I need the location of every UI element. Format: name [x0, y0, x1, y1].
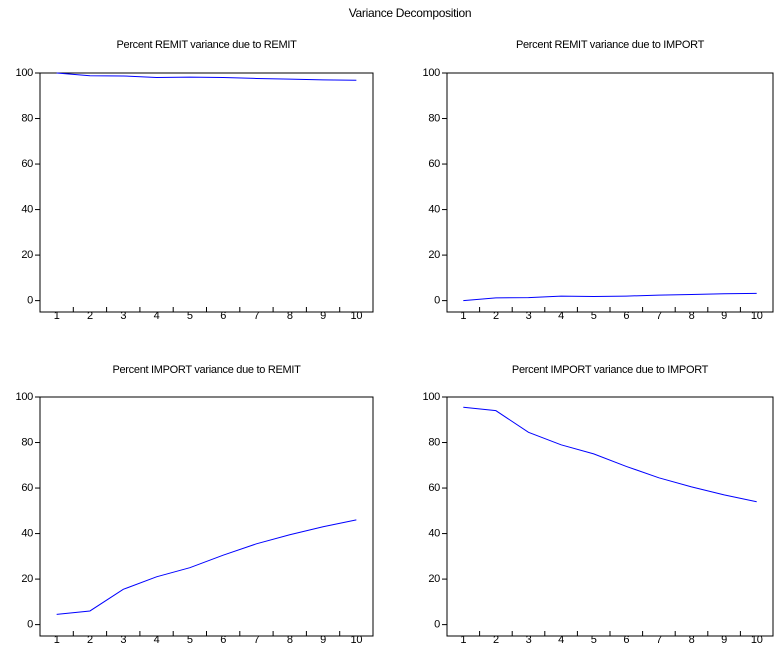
x-tick-label: 5	[591, 634, 597, 646]
y-tick-label: 60	[428, 482, 440, 494]
x-tick-label: 3	[120, 634, 126, 646]
line-series	[463, 406, 757, 503]
x-tick-label: 3	[120, 310, 126, 322]
plot-frame	[446, 72, 774, 313]
plot-frame	[446, 396, 774, 637]
x-tick-label: 10	[751, 634, 763, 646]
y-tick-label: 20	[428, 249, 440, 261]
y-tick-label: 20	[428, 573, 440, 585]
plot-frame	[39, 396, 374, 637]
x-tick-label: 4	[558, 310, 564, 322]
y-tick-label: 100	[423, 391, 441, 403]
x-tick-label: 7	[254, 634, 260, 646]
x-tick-label: 2	[493, 634, 499, 646]
x-tick-label: 10	[351, 634, 363, 646]
y-tick-label: 40	[428, 203, 440, 215]
x-tick-label: 4	[154, 310, 160, 322]
x-tick-label: 2	[87, 310, 93, 322]
x-tick-label: 6	[220, 634, 226, 646]
x-tick-label: 10	[351, 310, 363, 322]
figure-title: Variance Decomposition	[349, 6, 472, 20]
y-tick-label: 20	[21, 249, 33, 261]
chart-title: Percent REMIT variance due to IMPORT	[516, 39, 705, 51]
y-tick-label: 0	[434, 295, 440, 307]
x-tick-label: 3	[526, 634, 532, 646]
y-tick-label: 40	[21, 527, 33, 539]
x-tick-label: 8	[287, 310, 293, 322]
x-tick-label: 8	[287, 634, 293, 646]
x-tick-label: 5	[591, 310, 597, 322]
x-tick-label: 7	[656, 310, 662, 322]
x-tick-label: 1	[460, 634, 466, 646]
y-tick-label: 100	[423, 67, 441, 79]
x-tick-label: 7	[254, 310, 260, 322]
y-tick-label: 60	[21, 482, 33, 494]
x-tick-label: 1	[54, 310, 60, 322]
y-tick-label: 0	[27, 619, 33, 631]
x-tick-label: 2	[87, 634, 93, 646]
x-tick-label: 6	[623, 310, 629, 322]
x-tick-label: 3	[526, 310, 532, 322]
x-tick-label: 1	[54, 634, 60, 646]
x-tick-label: 9	[320, 634, 326, 646]
y-tick-label: 80	[428, 436, 440, 448]
x-tick-label: 8	[689, 310, 695, 322]
chart-title: Percent REMIT variance due to REMIT	[116, 39, 297, 51]
x-tick-label: 5	[187, 634, 193, 646]
y-tick-label: 80	[21, 436, 33, 448]
y-tick-label: 100	[16, 391, 34, 403]
y-tick-label: 60	[21, 158, 33, 170]
x-tick-label: 10	[751, 310, 763, 322]
x-tick-label: 7	[656, 634, 662, 646]
x-tick-label: 5	[187, 310, 193, 322]
y-tick-label: 80	[21, 112, 33, 124]
x-tick-label: 2	[493, 310, 499, 322]
line-series	[56, 72, 357, 81]
x-tick-label: 1	[460, 310, 466, 322]
y-tick-label: 40	[21, 203, 33, 215]
x-tick-label: 9	[721, 634, 727, 646]
x-tick-label: 4	[154, 634, 160, 646]
y-tick-label: 40	[428, 527, 440, 539]
x-tick-label: 8	[689, 634, 695, 646]
y-tick-label: 60	[428, 158, 440, 170]
x-tick-label: 4	[558, 634, 564, 646]
plot-frame	[39, 72, 374, 313]
line-series	[56, 519, 357, 615]
chart-title: Percent IMPORT variance due to IMPORT	[512, 364, 709, 376]
x-tick-label: 9	[721, 310, 727, 322]
chart-title: Percent IMPORT variance due to REMIT	[112, 364, 301, 376]
y-tick-label: 0	[434, 619, 440, 631]
y-tick-label: 0	[27, 295, 33, 307]
y-tick-label: 80	[428, 112, 440, 124]
y-tick-label: 100	[16, 67, 34, 79]
line-series	[463, 292, 757, 302]
y-tick-label: 20	[21, 573, 33, 585]
x-tick-label: 9	[320, 310, 326, 322]
x-tick-label: 6	[220, 310, 226, 322]
x-tick-label: 6	[623, 634, 629, 646]
